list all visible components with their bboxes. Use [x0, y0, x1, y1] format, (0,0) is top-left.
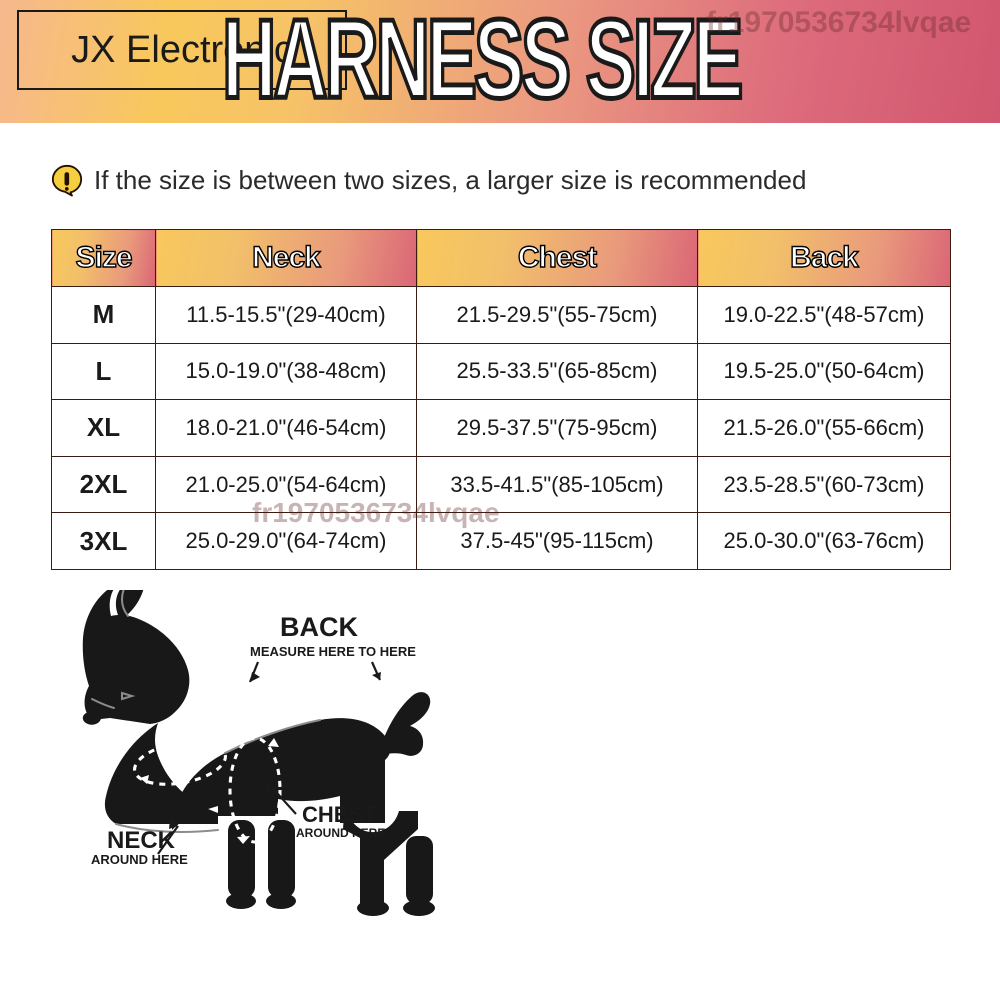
svg-text:NECK: NECK [107, 827, 176, 854]
svg-text:AROUND HERE: AROUND HERE [296, 826, 385, 840]
svg-text:BACK: BACK [280, 612, 358, 642]
svg-text:MEASURE HERE TO HERE: MEASURE HERE TO HERE [250, 644, 416, 659]
svg-text:AROUND HERE: AROUND HERE [91, 852, 188, 867]
svg-text:CHEST: CHEST [302, 802, 377, 827]
